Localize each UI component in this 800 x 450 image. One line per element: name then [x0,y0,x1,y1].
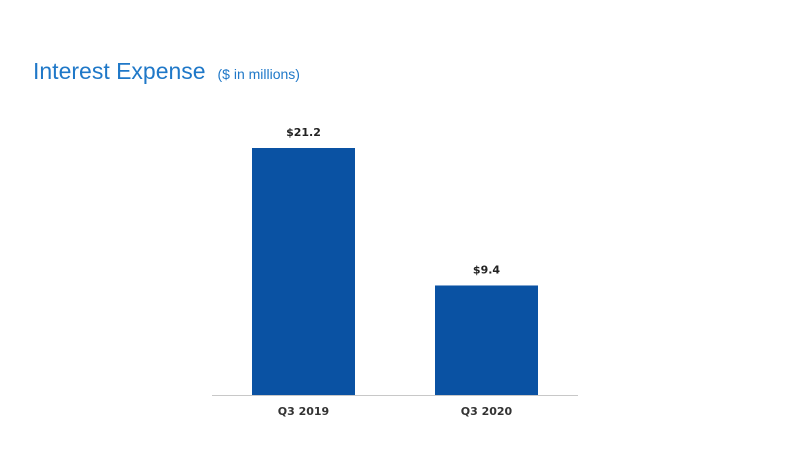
chart-title: Interest Expense [33,58,206,84]
slide-title: Interest Expense ($ in millions) [33,50,300,87]
bar-q3-2019 [252,148,355,395]
x-tick-label: Q3 2020 [461,405,513,418]
chart-subtitle: ($ in millions) [217,66,300,82]
data-label: $21.2 [286,126,321,139]
data-label: $9.4 [473,263,500,276]
x-tick-label: Q3 2019 [278,405,329,418]
bar-q3-2020 [435,285,538,395]
